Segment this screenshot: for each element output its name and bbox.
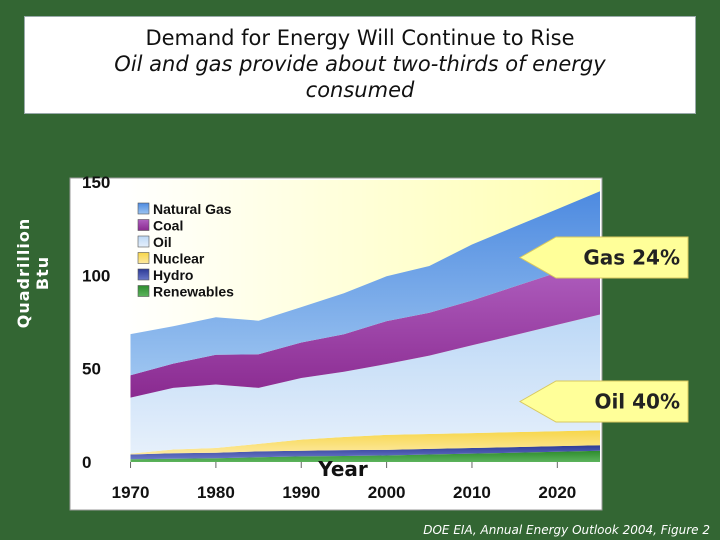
area-gas xyxy=(130,191,600,376)
legend-swatch-gas xyxy=(137,202,150,215)
legend-label-gas: Natural Gas xyxy=(153,201,232,217)
legend-swatch-nuclear xyxy=(137,252,150,264)
legend-swatch-coal xyxy=(137,219,150,231)
area-nuclear xyxy=(130,430,600,455)
callout-arrow xyxy=(518,236,689,279)
area-hydro xyxy=(130,445,600,460)
area-renew xyxy=(130,450,600,462)
area-series xyxy=(130,191,600,462)
x-axis-label: Year xyxy=(317,457,368,481)
area-oil xyxy=(130,314,600,454)
callout-arrow xyxy=(518,380,689,423)
legend-label-oil: Oil xyxy=(153,234,172,250)
x-tick-label: 2020 xyxy=(538,483,576,502)
callout-label: Gas 24% xyxy=(583,246,680,270)
area-coal xyxy=(130,258,600,398)
chart-subtitle: Oil and gas provide about two-thirds of … xyxy=(114,52,606,102)
source-note: DOE EIA, Annual Energy Outlook 2004, Fig… xyxy=(423,523,710,537)
x-tick-label: 1980 xyxy=(197,483,235,502)
legend-swatch-oil xyxy=(137,235,150,248)
axes: 0 50 100 150 1970 1980 1990 2000 2010 2020 xyxy=(82,173,576,502)
legend-label-hydro: Hydro xyxy=(153,267,193,283)
callouts: Gas 24% Oil 40% xyxy=(518,236,689,423)
legend-label-renew: Renewables xyxy=(153,284,234,300)
y-tick-label: 0 xyxy=(82,453,91,472)
legend-label-coal: Coal xyxy=(153,218,183,234)
x-tick-label: 1970 xyxy=(112,483,150,502)
x-tick-label: 2010 xyxy=(453,483,491,502)
legend-swatch-hydro xyxy=(137,268,150,281)
legend-swatch-renew xyxy=(137,285,150,297)
x-tick-label: 1990 xyxy=(282,483,320,502)
legend-label-nuclear: Nuclear xyxy=(153,251,205,267)
y-tick-label: 100 xyxy=(82,266,110,285)
chart-title: Demand for Energy Will Continue to Rise xyxy=(145,26,575,50)
y-tick-label: 50 xyxy=(82,360,101,379)
x-tick-label: 2000 xyxy=(368,483,406,502)
title-box: Demand for Energy Will Continue to Rise … xyxy=(24,16,696,114)
y-tick-label: 150 xyxy=(82,173,110,192)
callout-label: Oil 40% xyxy=(594,390,680,414)
